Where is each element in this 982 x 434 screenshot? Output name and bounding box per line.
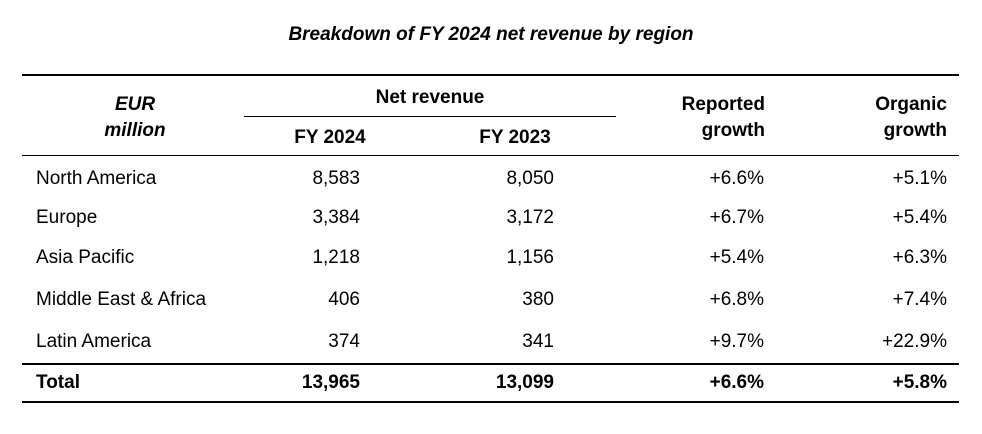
fy2023-cell: 1,156 [506,247,554,268]
organic-growth-cell: +5.4% [892,207,947,228]
unit-label-line2: million [104,120,166,141]
organic-growth-cell: +6.3% [892,247,947,268]
fy2024-cell: 1,218 [312,247,360,268]
reported-growth-cell: +6.8% [709,289,764,310]
reported-growth-cell: +9.7% [709,331,764,352]
region-cell: Latin America [36,331,152,352]
bottom-rule [22,401,959,403]
unit-label-line1: EUR [114,94,156,115]
net-revenue-header: Net revenue [375,87,485,108]
reported-growth-cell: +5.4% [709,247,764,268]
region-cell: Europe [36,207,98,228]
fy2023-cell: 341 [522,331,554,352]
top-rule [22,74,959,76]
fy2024-cell: 406 [328,289,360,310]
region-cell: North America [36,168,157,189]
reported-growth-header-line1: Reported [681,94,765,115]
fy2024-cell: 374 [328,331,360,352]
fy2023-cell: 3,172 [506,207,554,228]
organic-growth-header-line2: growth [883,120,947,141]
total-rule [22,363,959,365]
organic-growth-header-line1: Organic [875,94,947,115]
total-fy2024: 13,965 [301,372,360,393]
table-title: Breakdown of FY 2024 net revenue by regi… [288,24,694,45]
fy2024-cell: 8,583 [312,168,360,189]
total-fy2023: 13,099 [495,372,554,393]
reported-growth-cell: +6.7% [709,207,764,228]
net-revenue-underline [244,116,616,117]
organic-growth-cell: +5.1% [892,168,947,189]
total-reported-growth: +6.6% [709,372,764,393]
total-label: Total [36,372,80,393]
reported-growth-header-line2: growth [701,120,765,141]
region-cell: Middle East & Africa [36,289,207,310]
organic-growth-cell: +7.4% [892,289,947,310]
fy2024-header: FY 2024 [294,127,366,148]
organic-growth-cell: +22.9% [882,331,947,352]
fy2023-cell: 8,050 [506,168,554,189]
fy2023-header: FY 2023 [479,127,551,148]
reported-growth-cell: +6.6% [709,168,764,189]
fy2024-cell: 3,384 [312,207,360,228]
header-rule [22,155,959,156]
fy2023-cell: 380 [522,289,554,310]
region-cell: Asia Pacific [36,247,135,268]
total-organic-growth: +5.8% [892,372,947,393]
